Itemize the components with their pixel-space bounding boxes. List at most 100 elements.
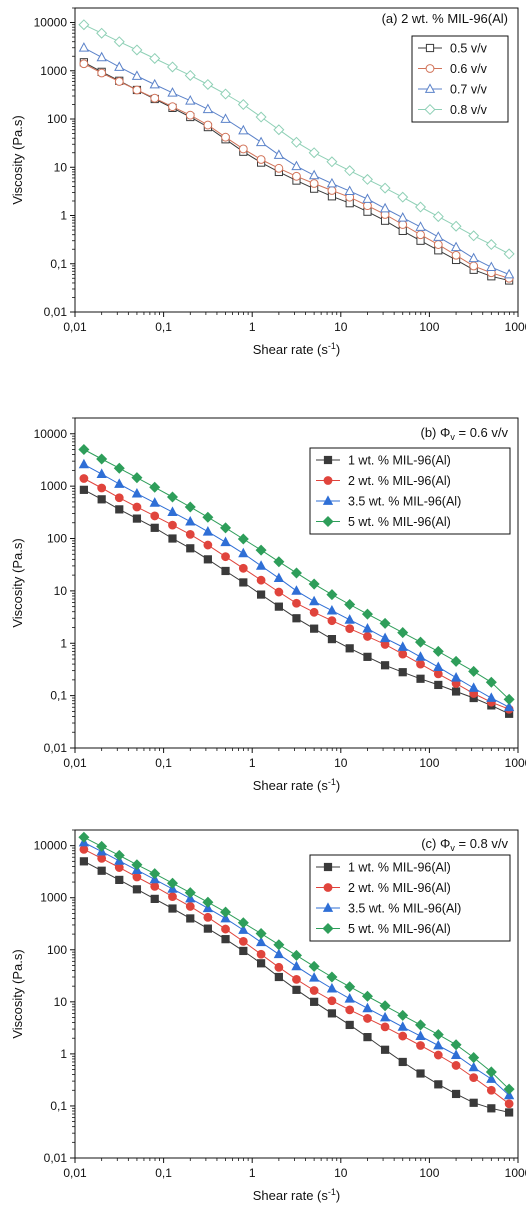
data-point [398,1031,408,1041]
data-point [186,544,195,553]
data-point [238,924,249,934]
y-tick-label: 0,1 [50,257,67,271]
data-point [487,1104,496,1113]
data-point [203,924,212,933]
data-point [398,668,407,677]
data-point [310,997,319,1006]
data-point [132,514,142,523]
legend-item-3: 3.5 wt. % MIL-96(Al) [316,902,461,916]
legend-item-4: 5 wt. % MIL-96(Al) [316,922,451,936]
data-point [327,1009,337,1018]
data-point [309,179,319,188]
data-point [255,111,267,123]
data-point [291,160,302,171]
data-point [203,120,213,130]
data-point [327,635,337,644]
data-point [185,529,195,539]
legend-item-2: 0.6 v/v [418,62,488,76]
x-tick-label: 1000 [505,756,526,770]
data-point [97,495,106,504]
data-point [362,193,373,203]
data-point [327,186,337,195]
x-axis-label-end: ) [336,1188,340,1203]
data-point [345,1020,354,1030]
y-tick-label: 10 [54,160,68,174]
data-point [114,478,125,488]
data-point [451,250,461,260]
data-point [344,598,356,610]
data-point [115,875,124,885]
data-point [273,149,285,159]
legend-marker [322,902,334,912]
legend-label: 1 wt. % MIL-96(Al) [348,454,451,468]
data-point [416,1041,425,1050]
data-point [504,1099,514,1109]
legend-item-3: 0.7 v/v [418,83,488,97]
x-tick-label: 0,1 [155,756,172,770]
data-point [131,44,143,56]
data-point [149,78,160,89]
data-point [432,645,444,657]
data-point [292,171,301,181]
x-axis-label-superscript: -1 [328,341,336,351]
data-point [308,972,320,982]
data-point [78,42,90,52]
data-point [221,566,230,576]
data-point [326,589,338,601]
data-point [433,669,443,679]
data-point [292,985,301,994]
chart-title-subscript: v [450,843,455,853]
data-point [202,526,214,536]
data-point [79,59,89,69]
x-tick-label: 1 [249,1166,256,1180]
data-point [292,598,301,608]
chart-panel-1: 0,01 0,1 1 10 100 1000 0,01 0,1 1 10 100 1000 10000 S… [10,7,526,357]
y-tick-label: 1 [60,209,67,223]
data-point [380,1022,390,1032]
data-point [308,595,320,606]
legend-item-1: 1 wt. % MIL-96(Al) [316,861,451,875]
data-point [150,894,159,903]
data-point [237,533,249,545]
data-point [202,78,214,90]
data-point [273,556,285,568]
legend-marker [322,922,334,935]
chart-title: (b) Φv = 0.6 v/v [421,425,509,442]
data-point [168,904,177,913]
legend-label: 5 wt. % MIL-96(Al) [348,922,451,936]
data-point [468,1061,479,1072]
legend-marker [323,476,333,485]
data-point [503,248,515,260]
data-point [345,624,355,634]
data-point [113,849,125,861]
data-point [416,230,425,240]
data-point [97,68,107,78]
data-point [397,641,408,651]
legend-marker [424,103,436,116]
series-2 [79,844,514,1109]
data-point [486,1085,496,1095]
data-point [167,87,178,97]
data-point [469,1073,479,1083]
data-point [397,627,409,639]
legend-marker [425,64,435,73]
y-tick-label: 1000 [40,64,67,78]
legend-marker [322,495,334,505]
x-tick-label: 100 [419,756,439,770]
legend-label: 3.5 wt. % MIL-96(Al) [348,495,461,509]
x-tick-label: 10 [334,320,348,334]
legend-box [309,447,511,535]
data-point [185,95,196,105]
data-point [433,240,443,249]
y-tick-label: 0,01 [44,305,68,319]
data-point [202,103,214,114]
data-point [326,604,338,615]
data-point [256,575,266,585]
data-point [450,241,462,252]
data-point [433,231,444,241]
legend-box [309,854,511,942]
y-axis-label: Viscosity (Pa.s) [10,115,25,204]
data-point [203,912,213,922]
data-point [485,676,497,688]
